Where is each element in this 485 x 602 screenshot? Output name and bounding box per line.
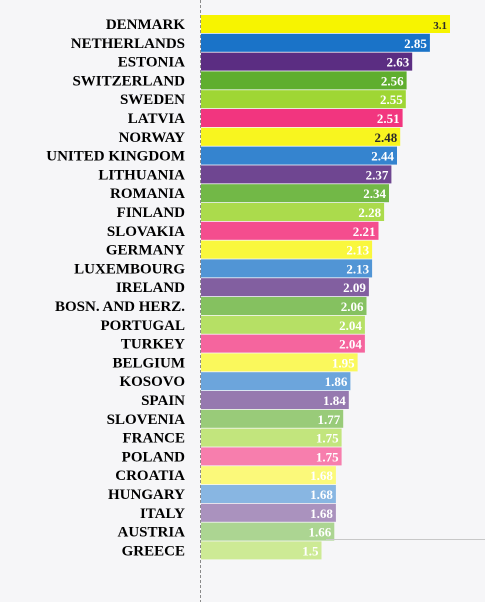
category-label: CROATIA [115, 468, 185, 484]
category-label: ITALY [140, 506, 185, 522]
category-label: NORWAY [119, 130, 186, 146]
category-label: LATVIA [128, 111, 185, 127]
data-label: 1.84 [323, 393, 346, 408]
category-label: DENMARK [106, 17, 185, 33]
bar-netherlands [201, 33, 430, 52]
category-label: HUNGARY [108, 487, 185, 503]
data-label: 2.28 [358, 205, 381, 220]
data-label: 1.68 [310, 506, 333, 521]
bar-kosovo [201, 372, 351, 391]
category-label: TURKEY [121, 337, 185, 353]
category-label: ROMANIA [110, 186, 185, 202]
category-label: BOSN. AND HERZ. [55, 299, 185, 315]
data-label: 2.13 [346, 243, 369, 258]
bar-france [201, 428, 342, 447]
data-label: 2.34 [363, 186, 386, 201]
category-labels-group: DENMARK NETHERLANDS ESTONIA SWITZERLAND SWED… [46, 17, 185, 559]
bar-belgium [201, 353, 358, 372]
category-label: LUXEMBOURG [74, 261, 185, 277]
bar-lithuania [201, 165, 392, 184]
bar-poland [201, 447, 342, 466]
bar-ireland [201, 278, 369, 297]
bar-sweden [201, 90, 406, 109]
category-label: SPAIN [141, 393, 185, 409]
data-label: 2.51 [377, 111, 400, 126]
data-label: 2.04 [339, 337, 362, 352]
category-label: KOSOVO [119, 374, 185, 390]
category-label: UNITED KINGDOM [46, 149, 185, 165]
bar-slovakia [201, 221, 379, 240]
category-label: NETHERLANDS [71, 36, 185, 52]
bar-denmark [201, 15, 450, 33]
category-label: SLOVENIA [107, 412, 186, 428]
bar-latvia [201, 109, 403, 127]
bar-estonia [201, 52, 413, 71]
bar-austria [201, 522, 335, 541]
category-label: IRELAND [116, 280, 185, 296]
data-label: 1.68 [310, 468, 333, 483]
bar-united-kingdom [201, 146, 397, 165]
category-label: FRANCE [123, 431, 186, 447]
bar-luxembourg [201, 259, 373, 278]
data-label: 2.37 [366, 167, 389, 182]
category-label: SLOVAKIA [107, 224, 185, 240]
category-label: PORTUGAL [101, 318, 185, 334]
bar-romania [201, 184, 389, 203]
category-label: BELGIUM [112, 355, 185, 371]
data-label: 2.48 [374, 130, 397, 145]
data-label: 2.63 [386, 55, 409, 70]
value-labels-group: 3.1 2.85 2.63 2.56 2.55 2.51 2.48 2.44 2.37 2.34 2… [302, 20, 447, 558]
category-label: SWEDEN [120, 92, 185, 108]
category-label: ESTONIA [118, 55, 185, 71]
bar-spain [201, 391, 349, 409]
bar-bosn-and-herz [201, 297, 367, 315]
data-label: 2.06 [341, 299, 364, 314]
data-label: 2.21 [353, 224, 376, 239]
bar-italy [201, 503, 336, 522]
bar-finland [201, 203, 385, 221]
category-label: POLAND [122, 449, 186, 465]
bar-portugal [201, 315, 365, 334]
data-label: 2.04 [339, 318, 362, 333]
category-label: FINLAND [117, 205, 186, 221]
data-label: 1.95 [332, 355, 355, 370]
category-label: GERMANY [106, 243, 185, 259]
category-label: SWITZERLAND [72, 73, 185, 89]
data-label: 1.86 [325, 374, 348, 389]
data-label: 2.09 [343, 280, 366, 295]
data-label: 1.77 [317, 412, 340, 427]
data-label: 2.55 [380, 92, 403, 107]
data-label: 1.5 [302, 543, 319, 558]
category-label: AUSTRIA [117, 525, 185, 541]
bar-greece [201, 541, 322, 560]
data-label: 3.1 [433, 20, 447, 32]
bar-germany [201, 240, 373, 259]
data-label: 1.66 [309, 525, 332, 540]
data-label: 2.13 [346, 261, 369, 276]
bar-slovenia [201, 409, 344, 428]
data-label: 2.56 [381, 73, 404, 88]
bar-norway [201, 127, 401, 146]
category-label: LITHUANIA [98, 167, 185, 183]
bars-group [201, 15, 450, 560]
bar-hungary [201, 485, 336, 503]
data-label: 1.75 [316, 449, 339, 464]
data-label: 2.85 [404, 36, 427, 51]
category-label: GREECE [122, 543, 185, 559]
data-label: 2.44 [371, 149, 394, 164]
bar-turkey [201, 334, 365, 353]
bar-switzerland [201, 71, 407, 90]
data-label: 1.75 [316, 431, 339, 446]
bar-croatia [201, 466, 336, 485]
data-label: 1.68 [310, 487, 333, 502]
